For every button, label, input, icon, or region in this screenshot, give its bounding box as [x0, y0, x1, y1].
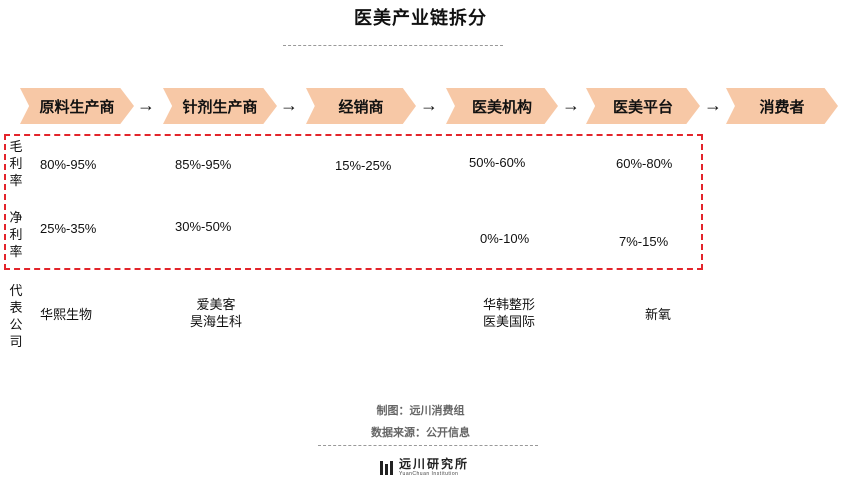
- logo-name-en: YuanChuan Institution: [399, 471, 459, 477]
- stage-platform: 医美平台: [586, 88, 700, 124]
- net-margin-platform: 7%-15%: [619, 234, 669, 249]
- gross-margin-distributor: 15%-25%: [335, 158, 392, 173]
- gross-margin-injection: 85%-95%: [175, 157, 232, 172]
- data-source: 数据来源：公开信息: [371, 427, 470, 439]
- gross-margin-platform: 60%-80%: [616, 156, 673, 171]
- net-margin-label: 净 利 率: [9, 210, 23, 259]
- margin-highlight-box: [4, 134, 703, 270]
- company-raw-material: 华熙生物: [40, 307, 93, 322]
- net-margin-injection: 30%-50%: [175, 219, 232, 234]
- company-institution: 华韩整形 医美国际: [482, 297, 535, 329]
- net-margin-institution: 0%-10%: [480, 231, 530, 246]
- logo-bars-icon: [380, 460, 393, 475]
- arrow-icon: →: [704, 95, 722, 115]
- title-divider: [283, 45, 503, 46]
- stage-consumer: 消费者: [726, 88, 838, 124]
- gross-margin-raw-material: 80%-95%: [40, 157, 97, 172]
- stage-injection-maker: 针剂生产商: [163, 88, 277, 124]
- arrow-icon: →: [280, 95, 298, 115]
- stage-raw-material: 原料生产商: [20, 88, 134, 124]
- arrow-icon: →: [420, 95, 438, 115]
- gross-margin-label: 毛 利 率: [9, 139, 23, 188]
- made-by-credit: 制图：远川消费组: [376, 405, 465, 417]
- page-title: 医美产业链拆分: [354, 8, 487, 28]
- arrow-icon: →: [562, 95, 580, 115]
- company-injection: 爱美客 昊海生科: [189, 297, 242, 329]
- company-platform: 新氧: [645, 307, 672, 322]
- net-margin-raw-material: 25%-35%: [40, 221, 97, 236]
- arrow-icon: →: [137, 95, 155, 115]
- footer-divider: [318, 445, 538, 446]
- logo-name: 远川研究所: [399, 457, 470, 471]
- yuanchuan-logo: 远川研究所 YuanChuan Institution: [380, 458, 469, 477]
- stage-distributor: 经销商: [306, 88, 416, 124]
- gross-margin-institution: 50%-60%: [469, 155, 526, 170]
- stage-institution: 医美机构: [446, 88, 558, 124]
- companies-label: 代 表 公 司: [9, 283, 23, 349]
